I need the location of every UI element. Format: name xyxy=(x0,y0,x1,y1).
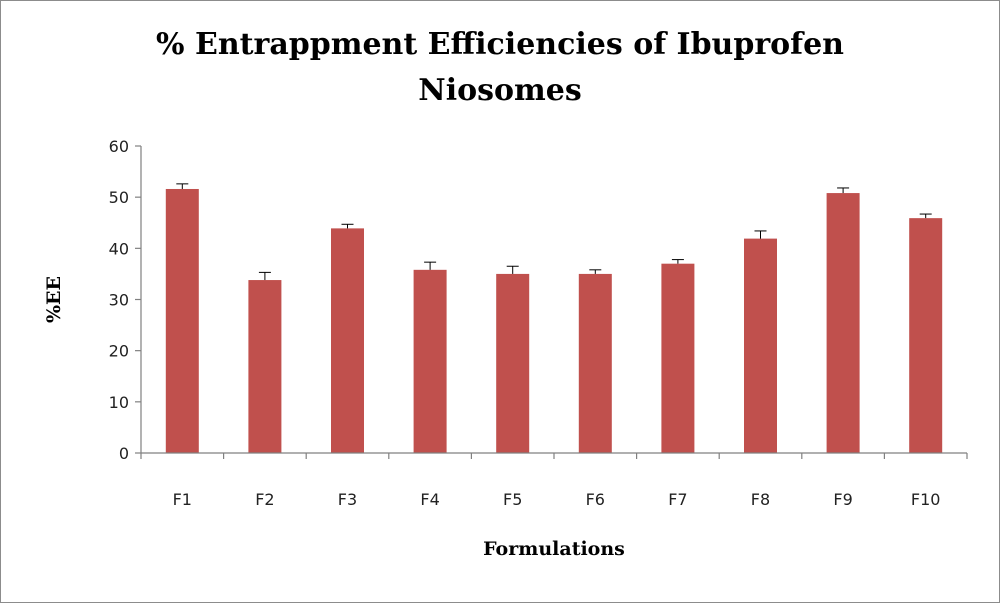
bar-series xyxy=(165,188,943,454)
bar xyxy=(413,269,447,453)
y-tick-label: 20 xyxy=(109,342,129,361)
bar xyxy=(165,188,199,454)
y-tick-label: 10 xyxy=(109,393,129,412)
x-tick-label: F6 xyxy=(586,490,605,509)
chart-title-line-2: Niosomes xyxy=(418,73,582,108)
x-axis-title: Formulations xyxy=(483,538,625,560)
x-tick-label: F10 xyxy=(911,490,941,509)
bar xyxy=(496,273,530,453)
bar xyxy=(578,273,612,453)
y-tick-label: 40 xyxy=(109,239,129,258)
x-tick-label: F5 xyxy=(503,490,522,509)
x-tick-label: F1 xyxy=(173,490,192,509)
x-tick-label: F7 xyxy=(668,490,687,509)
bar xyxy=(744,238,777,453)
bar xyxy=(661,263,695,453)
x-tick-label: F4 xyxy=(420,490,439,509)
x-tick-label: F3 xyxy=(338,490,357,509)
chart-title-line-1: % Entrappment Efficiencies of Ibuprofen xyxy=(156,27,844,62)
bar xyxy=(331,228,364,453)
chart-title: % Entrappment Efficiencies of Ibuprofen … xyxy=(0,22,1000,114)
y-tick-label: 0 xyxy=(119,444,129,463)
error-bars xyxy=(176,183,932,281)
bar xyxy=(909,218,943,453)
y-axis-title: %EE xyxy=(43,276,65,323)
x-tick-label: F2 xyxy=(255,490,274,509)
x-tick-label: F8 xyxy=(751,490,770,509)
bar xyxy=(248,280,282,453)
y-tick-label: 60 xyxy=(109,137,129,156)
y-tick-label: 50 xyxy=(109,188,129,207)
x-axis-ticks: F1 F2 F3 F4 F5 F6 F7 F8 F9 F10 xyxy=(140,453,968,509)
y-tick-label: 30 xyxy=(109,291,129,310)
x-tick-label: F9 xyxy=(833,490,852,509)
bar xyxy=(826,193,860,453)
y-axis-ticks: 0 10 20 30 40 50 60 xyxy=(109,137,141,463)
